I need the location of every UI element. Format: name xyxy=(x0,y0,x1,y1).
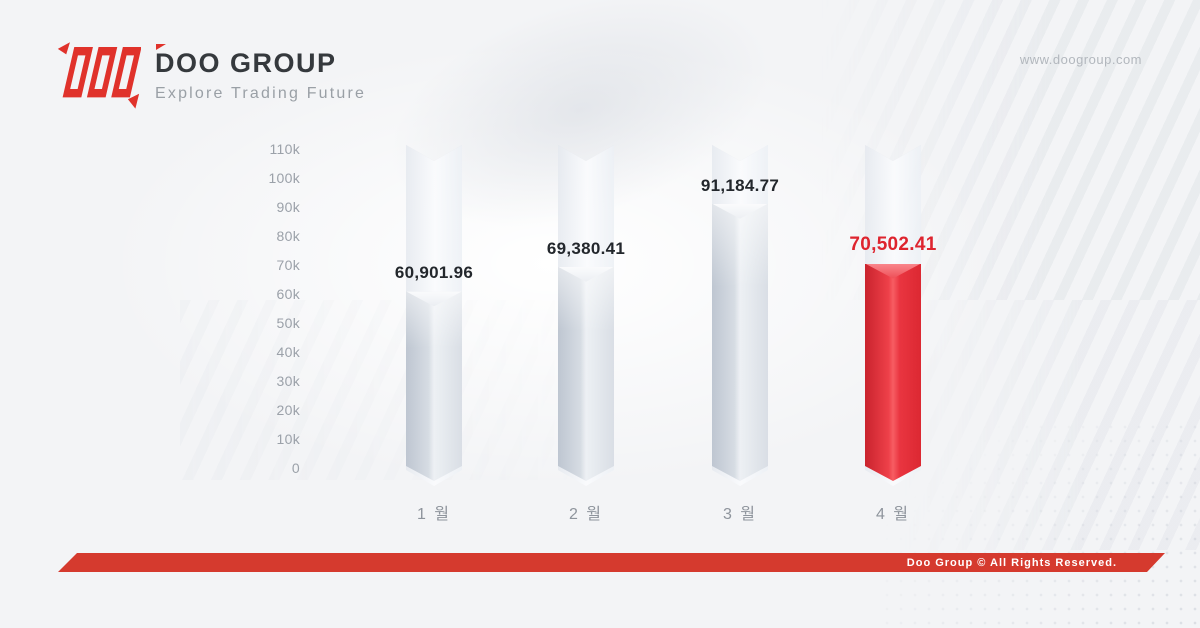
y-axis-tick-label: 70k xyxy=(276,257,300,273)
x-axis-month-label: 1 월 xyxy=(416,506,452,523)
bar-fill xyxy=(712,204,768,481)
bar-fill xyxy=(558,267,614,481)
bar-track-top-notch xyxy=(712,145,768,161)
y-axis-tick-label: 110k xyxy=(269,141,300,157)
x-axis-month-label: 3 월 xyxy=(722,506,758,523)
y-axis-tick-label: 90k xyxy=(276,199,300,215)
header: DOO GROUP Explore Trading Future xyxy=(55,40,366,110)
x-axis-month-label: 4 월 xyxy=(875,506,911,523)
y-axis-tick-label: 0 xyxy=(291,460,300,476)
brand-name: DOO GROUP xyxy=(155,48,337,78)
bar-fill xyxy=(865,264,921,481)
website-url: www.doogroup.com xyxy=(1019,52,1142,67)
y-axis-tick-label: 60k xyxy=(276,286,300,302)
bar-track-top-notch xyxy=(865,145,921,161)
bar-value-label: 69,380.41 xyxy=(546,238,626,258)
y-axis-tick-label: 30k xyxy=(276,373,300,389)
footer-bar: Doo Group © All Rights Reserved. xyxy=(58,553,1165,572)
y-axis-tick-label: 40k xyxy=(276,344,300,360)
bar-track-top-notch xyxy=(558,145,614,161)
y-axis-tick-label: 100k xyxy=(268,170,300,186)
bar-value-label: 70,502.41 xyxy=(849,233,937,255)
bar-fill xyxy=(406,291,462,481)
x-axis-month-label: 2 월 xyxy=(568,506,604,523)
footer-copyright: Doo Group © All Rights Reserved. xyxy=(906,556,1117,569)
bar-value-label: 91,184.77 xyxy=(700,175,780,195)
y-axis-tick-label: 20k xyxy=(276,402,300,418)
y-axis-tick-label: 10k xyxy=(276,431,300,447)
brand-accent-triangle-icon xyxy=(156,44,166,50)
bar-top-cap xyxy=(712,204,768,219)
bar-top-cap xyxy=(406,291,462,306)
bar-top-cap xyxy=(865,264,921,279)
bar-top-cap xyxy=(558,267,614,282)
bar-value-label: 60,901.96 xyxy=(394,263,474,283)
brand-text-block: DOO GROUP Explore Trading Future xyxy=(155,40,366,103)
brand-tagline: Explore Trading Future xyxy=(155,84,367,102)
y-axis-tick-label: 80k xyxy=(276,228,300,244)
doo-group-logo-icon xyxy=(57,42,141,109)
bar-track-top-notch xyxy=(406,145,462,161)
y-axis-tick-label: 50k xyxy=(276,315,300,331)
